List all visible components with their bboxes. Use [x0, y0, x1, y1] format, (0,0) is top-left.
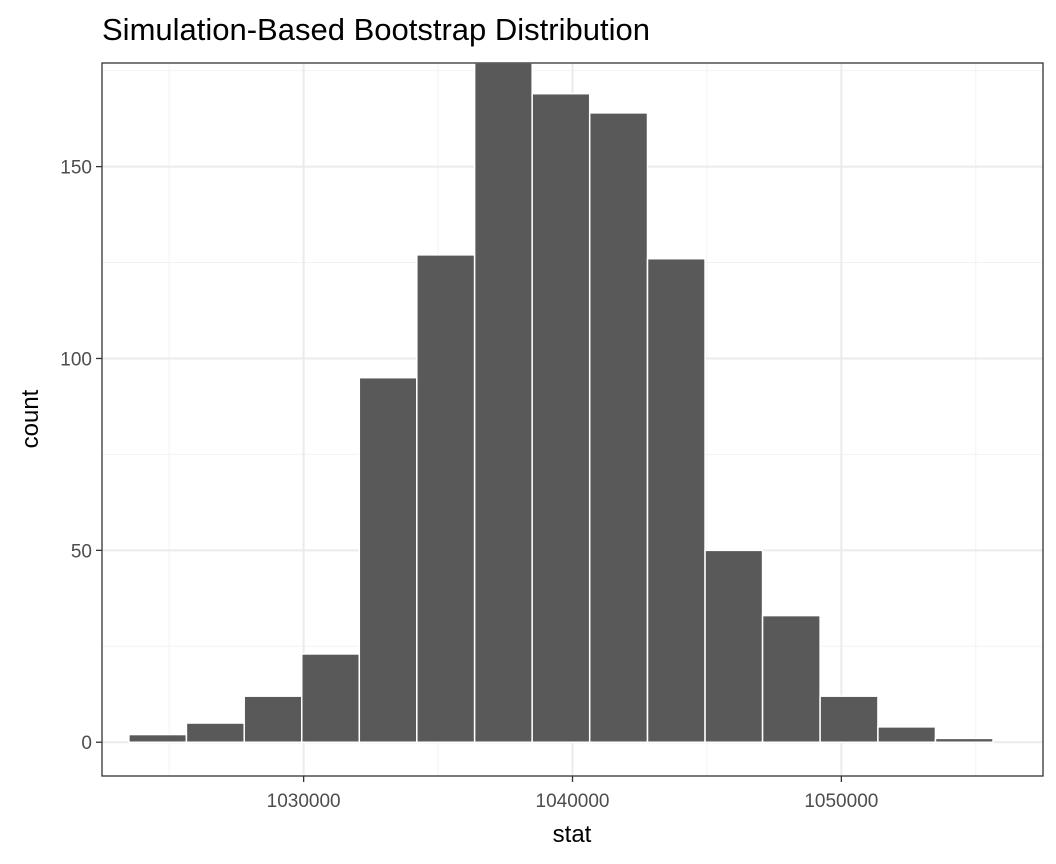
- histogram-bars: [128, 62, 994, 743]
- y-axis: 0 50 100 150: [60, 158, 102, 754]
- y-tick-label: 150: [60, 158, 92, 179]
- y-tick-label: 0: [81, 733, 92, 754]
- histogram-bar: [704, 549, 764, 743]
- y-tick-label: 100: [60, 349, 92, 370]
- histogram-bar: [531, 92, 591, 743]
- y-tick-label: 50: [71, 541, 92, 562]
- histogram-bar: [243, 695, 303, 743]
- x-tick-label: 1040000: [536, 791, 610, 812]
- histogram-bar: [761, 614, 821, 743]
- histogram-bar: [934, 737, 994, 743]
- histogram-bar: [416, 254, 476, 743]
- x-axis: 1030000 1040000 1050000: [267, 776, 878, 812]
- histogram-bar: [301, 653, 361, 743]
- x-tick-label: 1030000: [267, 791, 341, 812]
- x-tick-label: 1050000: [804, 791, 878, 812]
- x-axis-title: stat: [553, 821, 592, 848]
- histogram-bar: [128, 733, 188, 743]
- histogram-bar: [646, 257, 706, 743]
- histogram-bar: [877, 726, 937, 743]
- chart-title: Simulation-Based Bootstrap Distribution: [102, 12, 650, 47]
- y-axis-title: count: [17, 389, 44, 448]
- histogram-bar: [473, 62, 533, 743]
- histogram-bar: [185, 722, 245, 743]
- histogram-bar: [358, 376, 418, 743]
- histogram-bar: [819, 695, 879, 743]
- histogram-bar: [588, 112, 649, 743]
